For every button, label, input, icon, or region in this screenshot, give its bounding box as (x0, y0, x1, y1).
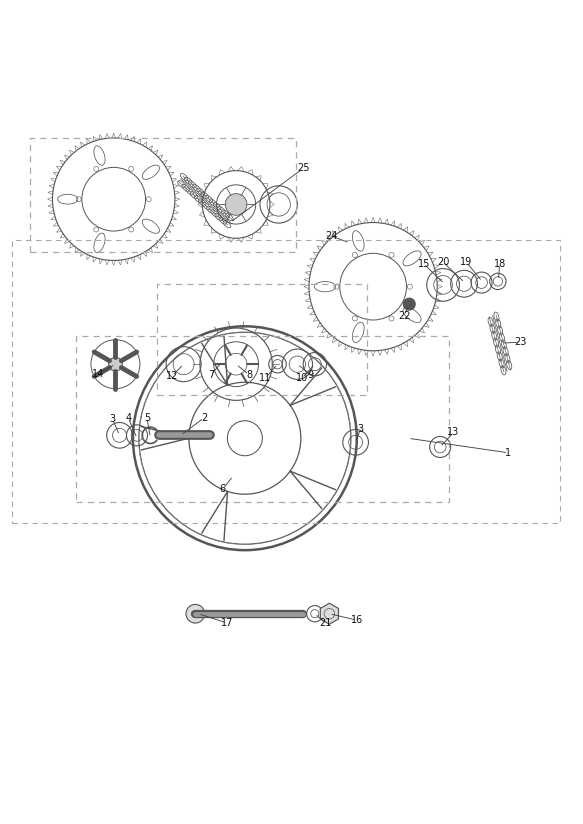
Text: 25: 25 (297, 163, 310, 173)
Circle shape (186, 604, 205, 623)
Text: 18: 18 (493, 259, 506, 269)
Text: 2: 2 (201, 413, 207, 423)
Text: 13: 13 (447, 428, 460, 438)
Text: 10: 10 (296, 373, 308, 383)
Text: 5: 5 (144, 413, 150, 423)
Text: 3: 3 (110, 414, 115, 424)
Text: 1: 1 (505, 447, 511, 458)
Text: 17: 17 (221, 618, 234, 628)
Text: 6: 6 (220, 484, 226, 494)
Text: 20: 20 (437, 257, 449, 267)
Text: 9: 9 (308, 370, 314, 380)
Polygon shape (320, 603, 339, 625)
Text: 15: 15 (417, 259, 430, 269)
Text: 7: 7 (208, 370, 214, 380)
Text: 12: 12 (166, 371, 178, 381)
Text: 8: 8 (246, 370, 252, 380)
Text: 19: 19 (460, 257, 473, 267)
Text: 21: 21 (319, 618, 332, 628)
Circle shape (225, 194, 247, 215)
Text: 22: 22 (398, 311, 410, 321)
Circle shape (403, 298, 415, 310)
Text: 11: 11 (259, 373, 272, 383)
Text: 3: 3 (357, 424, 363, 434)
Text: 4: 4 (125, 413, 131, 423)
Text: 24: 24 (325, 231, 338, 241)
Text: 16: 16 (350, 616, 363, 625)
Text: 23: 23 (514, 337, 526, 347)
Text: 14: 14 (92, 369, 104, 379)
Circle shape (108, 358, 122, 371)
